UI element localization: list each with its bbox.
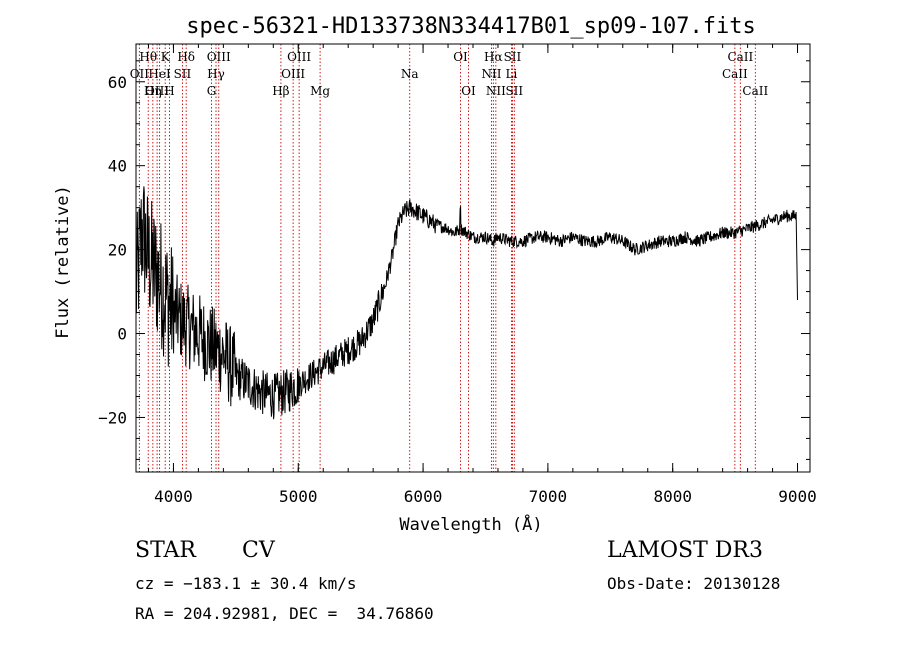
x-axis-label: Wavelength (Å) — [399, 513, 542, 535]
spectral-line-label: OIII — [287, 50, 311, 64]
spectral-line-label: OII — [130, 67, 150, 81]
spectral-line-label: SII — [505, 84, 523, 98]
spectral-line-label: OIII — [281, 67, 305, 81]
object-class: STAR — [135, 538, 196, 563]
object-subclass: CV — [242, 538, 275, 563]
spectral-line-label: Hδ — [177, 50, 195, 64]
spectral-line-label: Hγ — [207, 67, 225, 81]
spectral-line-markers — [138, 44, 756, 472]
y-tick-label: 20 — [108, 241, 127, 260]
spectral-line-label: OIII — [145, 84, 169, 98]
spectral-line-label: OI — [453, 50, 468, 64]
spectral-line-label: Mg — [310, 84, 330, 98]
ra-dec-coordinates: RA = 204.92981, DEC = 34.76860 — [135, 604, 434, 623]
spectral-line-label: Hα — [484, 50, 503, 64]
x-tick-label: 9000 — [778, 487, 817, 506]
spectral-line-label: SII — [504, 50, 522, 64]
spectral-line-label: Hθ — [139, 50, 157, 64]
x-tick-label: 6000 — [404, 487, 443, 506]
spectral-line-label: H — [164, 84, 174, 98]
spectrum-line — [135, 186, 798, 420]
x-tick-label: 8000 — [653, 487, 692, 506]
y-axis-label: Flux (relative) — [53, 185, 73, 339]
observation-date: Obs-Date: 20130128 — [607, 574, 781, 593]
survey-name: LAMOST DR3 — [607, 538, 763, 563]
x-axis-ticks: 4000 5000 6000 7000 8000 9000 — [147, 44, 817, 506]
redshift-velocity: cz = −183.1 ± 30.4 km/s — [135, 574, 357, 593]
spectral-line-label: HeI — [148, 67, 171, 81]
x-tick-label: 5000 — [279, 487, 318, 506]
spectral-line-label: Na — [401, 67, 419, 81]
spectral-line-label: CaII — [722, 67, 748, 81]
spectral-line-label: OI — [461, 84, 476, 98]
spectral-line-label: CaII — [742, 84, 768, 98]
spectral-line-label: SII — [174, 67, 192, 81]
y-tick-label: 60 — [108, 73, 127, 92]
chart-title: spec-56321-HD133738N334417B01_sp09-107.f… — [186, 14, 756, 39]
spectral-line-label: OIII — [207, 50, 231, 64]
y-tick-label: 40 — [108, 157, 127, 176]
y-tick-label: −20 — [98, 408, 127, 427]
x-tick-label: 4000 — [154, 487, 193, 506]
y-tick-label: 0 — [117, 325, 127, 344]
spectral-line-label: Hβ — [272, 84, 289, 98]
plot-frame — [135, 43, 811, 473]
spectral-line-label: NII — [486, 84, 506, 98]
spectral-line-label: Hη — [144, 84, 162, 98]
spectral-line-label: NII — [481, 67, 501, 81]
spectral-line-label: Li — [506, 67, 518, 81]
spectral-line-label: K — [161, 50, 171, 64]
spectral-line-label: CaII — [727, 50, 753, 64]
y-axis-ticks: −20 0 20 40 60 — [98, 60, 810, 460]
x-tick-label: 7000 — [529, 487, 568, 506]
spectral-line-label: G — [207, 84, 217, 98]
